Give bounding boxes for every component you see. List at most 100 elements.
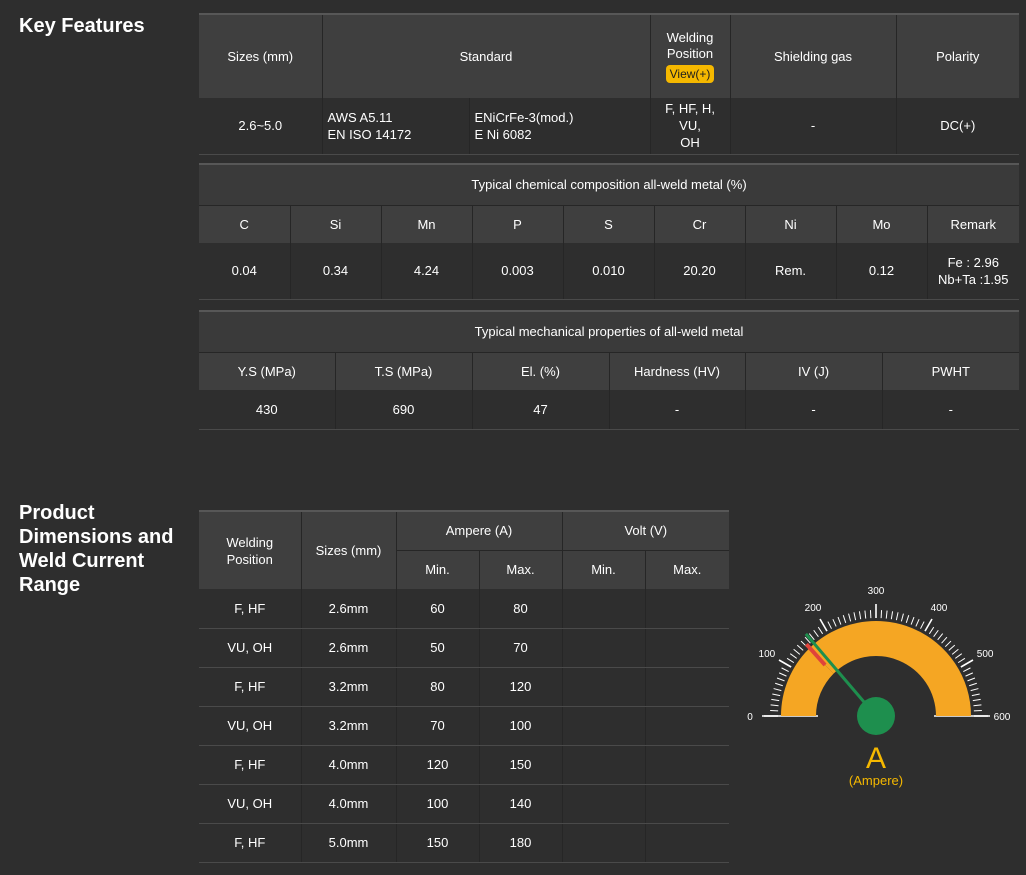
shielding-gas-value: -	[730, 98, 897, 155]
wc-amp-max: 180	[479, 823, 563, 863]
standard-aws-line: AWS A5.11	[327, 109, 393, 125]
standard-enicrfe-line: ENiCrFe-3(mod.)	[474, 109, 574, 125]
wc-volt-max	[645, 667, 729, 707]
gauge-minor-tick	[933, 629, 939, 638]
wc-header-welding-position: Welding Position	[199, 511, 302, 589]
wc-header-position-line2: Position	[226, 551, 273, 567]
mech-header-el: El. (%)	[472, 352, 610, 390]
wc-volt-min	[562, 628, 646, 668]
gauge-minor-tick	[832, 618, 837, 627]
chem-header-s: S	[563, 205, 655, 243]
mech-header-ts: T.S (MPa)	[335, 352, 473, 390]
chem-header-mo: Mo	[836, 205, 928, 243]
chem-value-cr: 20.20	[654, 243, 746, 300]
welding-position-header-label: Welding Position	[666, 30, 714, 61]
chem-value-remark: Fe : 2.96 Nb+Ta :1.95	[927, 243, 1020, 300]
mech-value-hardness: -	[609, 390, 746, 430]
gauge-minor-tick	[772, 693, 781, 697]
gauge-minor-tick	[864, 610, 867, 619]
mech-value-el: 47	[472, 390, 610, 430]
mech-value-ys: 430	[199, 390, 336, 430]
table-row: F, HF 4.0mm 120 150	[199, 745, 729, 785]
gauge-label: 600	[994, 712, 1011, 723]
wc-position: VU, OH	[199, 784, 302, 824]
standard-classification-value: ENiCrFe-3(mod.) E Ni 6082	[469, 98, 651, 155]
gauge-minor-tick	[915, 618, 920, 627]
mech-value-pwht: -	[882, 390, 1020, 430]
welding-position-value: F, HF, H, VU, OH	[650, 98, 731, 155]
chem-header-p: P	[472, 205, 564, 243]
wc-volt-max	[645, 784, 729, 824]
weld-current-table: Welding Position Sizes (mm) Ampere (A) V…	[199, 510, 729, 863]
gauge-major-tick	[778, 659, 792, 668]
welding-position-header: Welding Position View(+)	[650, 14, 731, 98]
gauge-minor-tick	[808, 633, 815, 641]
gauge-minor-tick	[963, 667, 971, 672]
gauge-minor-tick	[972, 698, 981, 702]
gauge-range-arc	[808, 621, 971, 716]
chem-value-ni: Rem.	[745, 243, 837, 300]
gauge-major-tick	[819, 618, 828, 632]
chem-header-c: C	[199, 205, 291, 243]
wc-amp-max: 80	[479, 589, 563, 629]
wc-header-volt: Volt (V)	[562, 511, 729, 551]
shielding-gas-header: Shielding gas	[730, 14, 897, 98]
polarity-header: Polarity	[896, 14, 1020, 98]
mech-value-iv: -	[745, 390, 883, 430]
wc-size: 5.0mm	[301, 823, 397, 863]
chem-value-mo: 0.12	[836, 243, 928, 300]
wc-header-amp-max: Max.	[479, 550, 563, 589]
wc-header-amp-min: Min.	[396, 550, 480, 589]
wc-volt-max	[645, 628, 729, 668]
chem-value-p: 0.003	[472, 243, 564, 300]
mech-header-pwht: PWHT	[882, 352, 1020, 390]
mech-header-iv: IV (J)	[745, 352, 883, 390]
wc-size: 3.2mm	[301, 667, 397, 707]
key-features-table: Sizes (mm) Standard Welding Position Vie…	[199, 13, 1020, 155]
mechanical-properties-title: Typical mechanical properties of all-wel…	[199, 311, 1020, 353]
gauge-minor-tick	[971, 693, 980, 697]
chem-header-si: Si	[290, 205, 382, 243]
chem-header-mn: Mn	[381, 205, 473, 243]
wc-amp-max: 150	[479, 745, 563, 785]
gauge-minor-tick	[781, 667, 789, 672]
wc-volt-min	[562, 823, 646, 863]
gauge-ticks	[762, 604, 990, 717]
standard-en-iso-line: EN ISO 14172	[327, 126, 412, 142]
polarity-value: DC(+)	[896, 98, 1020, 155]
gauge-minor-tick	[965, 672, 974, 677]
view-button[interactable]: View(+)	[665, 65, 715, 83]
sizes-value: 2.6~5.0	[199, 98, 323, 155]
wc-header-sizes: Sizes (mm)	[301, 511, 397, 589]
mech-header-ys: Y.S (MPa)	[199, 352, 336, 390]
sizes-header: Sizes (mm)	[199, 14, 323, 98]
product-dimensions-title: Product Dimensions and Weld Current Rang…	[19, 501, 173, 597]
gauge-minor-tick	[804, 636, 811, 644]
table-row: VU, OH 4.0mm 100 140	[199, 784, 729, 824]
gauge-minor-tick	[967, 677, 976, 682]
gauge-unit-symbol: A	[866, 742, 886, 775]
wc-header-ampere: Ampere (A)	[396, 511, 563, 551]
wc-header-volt-max: Max.	[645, 550, 729, 589]
wc-amp-min: 70	[396, 706, 480, 746]
wc-amp-min: 120	[396, 745, 480, 785]
chem-value-si: 0.34	[290, 243, 382, 300]
gauge-major-tick	[960, 659, 974, 668]
product-title-line2: Dimensions and	[19, 526, 174, 548]
gauge-label: 300	[868, 586, 885, 597]
gauge-label: 100	[759, 649, 776, 660]
wc-amp-min: 80	[396, 667, 480, 707]
gauge-minor-tick	[951, 648, 959, 655]
table-row: F, HF 5.0mm 150 180	[199, 823, 729, 863]
wc-amp-min: 100	[396, 784, 480, 824]
wc-size: 4.0mm	[301, 745, 397, 785]
wc-size: 3.2mm	[301, 706, 397, 746]
gauge-scale-labels: 0 100 200 300 400 500 600	[747, 586, 1011, 723]
standard-aws-value: AWS A5.11 EN ISO 14172	[322, 98, 470, 155]
gauge-minor-tick	[970, 688, 979, 692]
wc-position: F, HF	[199, 745, 302, 785]
wc-volt-max	[645, 745, 729, 785]
remark-fe-line: Fe : 2.96	[947, 254, 999, 270]
wc-volt-max	[645, 706, 729, 746]
gauge-minor-tick	[789, 653, 798, 659]
